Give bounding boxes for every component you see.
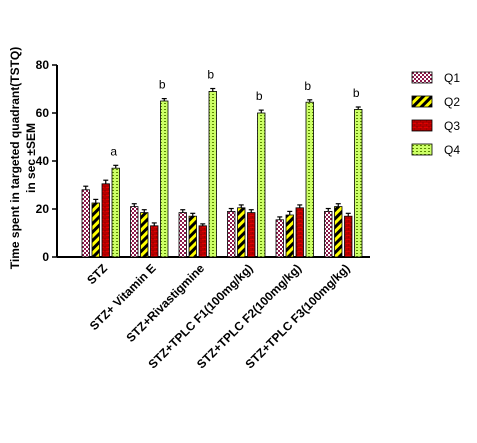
bar-q2 [237, 207, 246, 258]
bar-q2 [285, 214, 294, 258]
legend-label-q2: Q2 [444, 95, 460, 109]
legend-label-q1: Q1 [444, 71, 460, 85]
bar-q4 [305, 101, 314, 258]
significance-label: a [110, 144, 117, 158]
legend-swatch-q4 [411, 143, 433, 156]
bar-q3 [150, 225, 159, 258]
bar-q1 [324, 210, 333, 258]
bar-q1 [227, 210, 236, 258]
y-tick-label: 0 [42, 250, 49, 264]
y-tick-label: 20 [36, 202, 50, 216]
bar-q1 [130, 206, 139, 258]
legend-swatch-q1 [411, 71, 433, 84]
significance-label: b [256, 89, 263, 103]
bar-q4 [111, 167, 120, 258]
y-tick-label: 60 [36, 106, 50, 120]
bar-q4 [257, 112, 266, 258]
bar-q2 [334, 206, 343, 258]
bar-q1 [81, 189, 90, 258]
bar-q4 [354, 109, 363, 258]
category-label: STZ+TPLC F3(100mg/kg) [243, 261, 353, 371]
legend-label-q4: Q4 [444, 143, 460, 157]
legend-swatch-q3 [411, 119, 433, 132]
legend-swatch-q2 [411, 95, 433, 108]
y-axis-label-unit: in sec ±SEM [24, 123, 38, 193]
y-tick-label: 80 [36, 58, 50, 72]
bar-q1 [178, 212, 187, 258]
significance-label: b [207, 68, 214, 82]
bar-q2 [188, 215, 197, 258]
significance-label: b [304, 79, 311, 93]
y-tick-label: 40 [36, 154, 50, 168]
significance-label: b [353, 86, 360, 100]
y-axis-label: Time spent in targeted quadrant(TSTQ) [8, 47, 22, 269]
bar-q3 [198, 225, 207, 258]
category-label: STZ [84, 261, 110, 287]
bar-q1 [275, 219, 284, 258]
bar-q3 [101, 183, 110, 258]
bar-q2 [140, 212, 149, 258]
bar-q3 [295, 207, 304, 258]
bar-q3 [344, 215, 353, 258]
significance-label: b [159, 78, 166, 92]
bar-q4 [208, 91, 217, 258]
bar-q3 [247, 212, 256, 258]
bar-q4 [160, 100, 169, 258]
bar-q2 [91, 202, 100, 258]
legend-label-q3: Q3 [444, 119, 460, 133]
